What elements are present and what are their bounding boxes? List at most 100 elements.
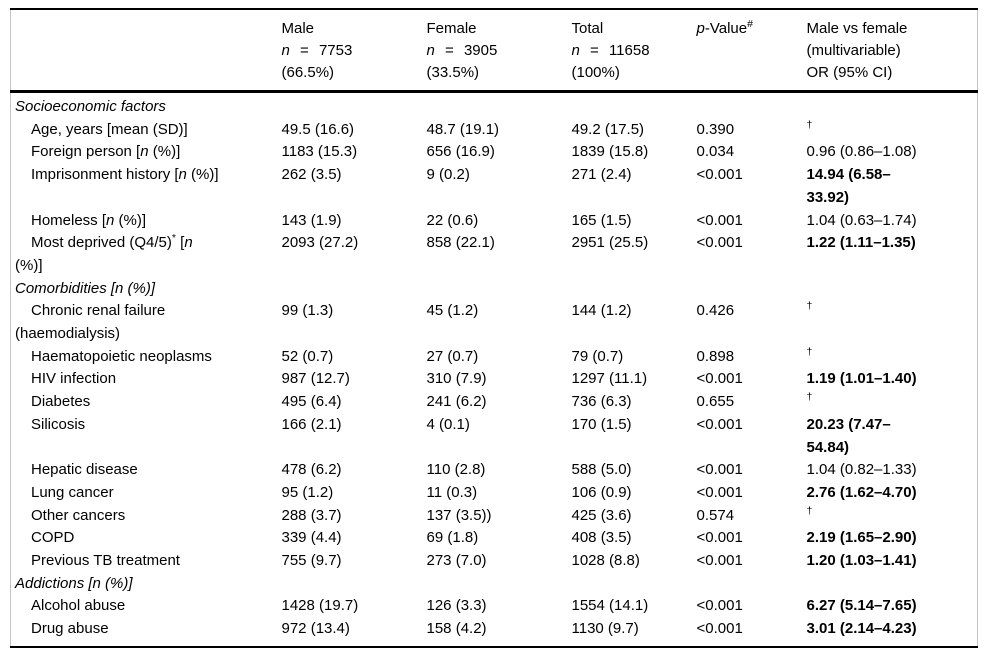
cell-or: 1.22 (1.11–1.35) <box>807 232 978 277</box>
table-row: Alcohol abuse 1428 (19.7) 126 (3.3) 1554 (1… <box>11 595 978 618</box>
cell-total: 1297 (11.1) <box>571 370 648 388</box>
text-part: [ <box>175 234 185 252</box>
empty-cell <box>282 278 978 301</box>
cell-male: 95 (1.2) <box>281 483 334 501</box>
cell-total: 1839 (15.8) <box>571 143 649 161</box>
cell-or: 2.76 (1.62–4.70) <box>807 482 978 505</box>
cell-male: 2093 (27.2) <box>281 234 359 252</box>
text-part: (%)] <box>114 211 147 229</box>
text-part: Silicosis <box>31 415 86 433</box>
cell-male: 1428 (19.7) <box>281 597 359 615</box>
or-value: 1.19 (1.01–1.40) <box>806 370 917 388</box>
or-value: 6.27 (5.14–7.65) <box>806 597 917 615</box>
superscript-mark: # <box>747 18 753 30</box>
text-part: Imprisonment history [ <box>31 166 179 184</box>
row-label: Age, years [mean (SD)] <box>11 119 282 142</box>
table-row: HIV infection 987 (12.7) 310 (7.9) 1297 (11… <box>11 368 978 391</box>
text-part: Total <box>571 20 604 37</box>
cell-or: 14.94 (6.58– 33.92) <box>807 164 978 209</box>
header-line: Total <box>572 18 697 40</box>
cell-or: 3.01 (2.14–4.23) <box>807 618 978 647</box>
cell-total: 79 (0.7) <box>571 347 624 365</box>
cell-total: 106 (0.9) <box>571 483 632 501</box>
header-line: (33.5%) <box>427 62 572 84</box>
cell-female: 4 (0.1) <box>426 415 470 433</box>
cell-total: 144 (1.2) <box>571 302 632 320</box>
text-part: Haematopoietic neoplasms <box>31 347 212 365</box>
text-part: Chronic renal failure (haemodialysis) <box>15 302 166 343</box>
text-part: Foreign person [ <box>31 143 141 161</box>
text-part: Comorbidities [n (%)] <box>15 279 156 297</box>
section-row: Addictions [n (%)] <box>11 573 978 596</box>
cell-total: 736 (6.3) <box>571 393 632 411</box>
text-part: Addictions [n (%)] <box>15 574 133 592</box>
header-row: Male n = 7753 (66.5%) Female n = 3905 (33.5%)… <box>10 9 978 93</box>
cell-p: 0.574 <box>696 506 735 524</box>
table-row: Chronic renal failure (haemodialysis) 99 … <box>11 300 978 345</box>
cell-male: 972 (13.4) <box>281 620 350 638</box>
cell-male: 52 (0.7) <box>281 347 334 365</box>
superscript-mark: * <box>171 232 176 245</box>
text-part: (33.5%) <box>426 64 480 81</box>
cell-female: 273 (7.0) <box>426 552 487 570</box>
header-line: p-Value# <box>697 18 807 40</box>
cell-female: 137 (3.5)) <box>426 506 492 524</box>
text-part: Drug abuse <box>31 620 109 638</box>
text-part: n <box>281 42 290 59</box>
cell-p: <0.001 <box>696 234 743 252</box>
table-row: Age, years [mean (SD)] 49.5 (16.6) 48.7 (1… <box>11 119 978 142</box>
text-part: Age, years [mean (SD)] <box>31 120 188 138</box>
table-row: Most deprived (Q4/5)* [n (%)] 2093 (27.2)… <box>11 232 978 277</box>
row-label: Imprisonment history [n (%)] <box>11 164 282 209</box>
text-part: (multivariable) <box>806 42 901 59</box>
or-value: 1.22 (1.11–1.35) <box>806 234 916 252</box>
cell-male: 987 (12.7) <box>281 370 350 388</box>
text-part: p <box>696 20 705 37</box>
cell-p: 0.898 <box>696 347 735 365</box>
table-row: Haematopoietic neoplasms 52 (0.7) 27 (0.7)… <box>11 346 978 369</box>
or-value: 1.20 (1.03–1.41) <box>806 552 917 570</box>
cell-total: 165 (1.5) <box>571 211 632 229</box>
section-row: Comorbidities [n (%)] <box>11 278 978 301</box>
header-line: n = 11658 <box>572 40 697 62</box>
header-line: (100%) <box>572 62 697 84</box>
cell-or: 1.04 (0.63–1.74) <box>807 210 978 233</box>
table-header: Male n = 7753 (66.5%) Female n = 3905 (33.5%)… <box>10 9 978 93</box>
cell-total: 271 (2.4) <box>571 166 632 184</box>
row-label: Other cancers <box>11 505 282 528</box>
cell-male: 166 (2.1) <box>281 415 342 433</box>
cell-female: 11 (0.3) <box>426 483 478 501</box>
col-header-or: Male vs female (multivariable) OR (95% CI) <box>806 9 978 93</box>
cell-p: <0.001 <box>696 529 743 547</box>
table-row: Previous TB treatment 755 (9.7) 273 (7.0) 1… <box>11 550 978 573</box>
table-row: COPD 339 (4.4) 69 (1.8) 408 (3.5) <0.001 2.19… <box>11 527 978 550</box>
cell-p: <0.001 <box>696 211 743 229</box>
header-line: Female <box>427 18 572 40</box>
or-value: 3.01 (2.14–4.23) <box>806 620 917 638</box>
characteristics-table: Male n = 7753 (66.5%) Female n = 3905 (33.5%)… <box>10 8 978 648</box>
header-line: (multivariable) <box>807 40 978 62</box>
cell-total: 49.2 (17.5) <box>571 120 645 138</box>
text-part: = 7753 <box>289 42 353 59</box>
text-part: Homeless [ <box>31 211 107 229</box>
col-header-total: Total n = 11658 (100%) <box>571 9 697 93</box>
cell-total: 2951 (25.5) <box>571 234 649 252</box>
or-value: 1.04 (0.82–1.33) <box>806 461 917 479</box>
or-value: 14.94 (6.58– 33.92) <box>806 166 891 206</box>
text-part: n <box>106 211 115 229</box>
text-part: n <box>178 166 187 184</box>
row-label: Homeless [n (%)] <box>11 210 282 233</box>
cell-female: 656 (16.9) <box>426 143 495 161</box>
col-header-p-value: p-Value# <box>696 9 807 93</box>
text-part: Diabetes <box>31 393 91 411</box>
cell-or: 1.19 (1.01–1.40) <box>807 368 978 391</box>
cell-p: <0.001 <box>696 552 743 570</box>
row-label: Previous TB treatment <box>11 550 282 573</box>
cell-male: 143 (1.9) <box>281 211 342 229</box>
row-label: Foreign person [n (%)] <box>11 141 282 164</box>
header-line: Male <box>282 18 427 40</box>
cell-or: 20.23 (7.47– 54.84) <box>807 414 978 459</box>
or-value: 0.96 (0.86–1.08) <box>806 143 917 161</box>
header-line: (66.5%) <box>282 62 427 84</box>
section-label: Addictions [n (%)] <box>11 573 282 596</box>
